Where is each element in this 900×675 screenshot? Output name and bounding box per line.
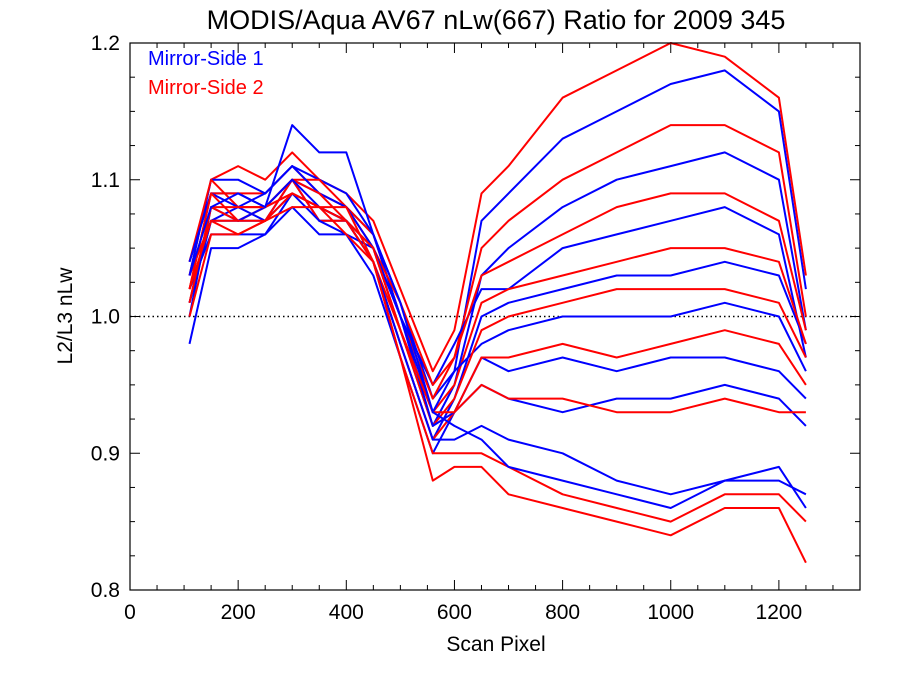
legend-entry-mirror-side-2: Mirror-Side 2 [148,77,264,99]
y-tick-label: 1.1 [91,169,120,192]
y-tick-label: 1.2 [91,32,120,55]
y-tick-label: 0.8 [91,579,120,602]
plot-frame [129,42,861,591]
series-line-mirror-side-2 [188,192,807,564]
legend-entry-mirror-side-1: Mirror-Side 1 [148,48,264,70]
x-tick-label: 800 [545,601,580,624]
x-tick-label: 400 [329,601,364,624]
y-axis-label: L2/L3 nLw [54,267,77,365]
x-tick-label: 600 [437,601,472,624]
tick-labels: 0 200 400 600 800 1000 1200 0.8 0.9 1.0 1.1 1.2 [91,32,802,624]
series-group [188,42,807,564]
chart-title: MODIS/Aqua AV67 nLw(667) Ratio for 2009 … [207,5,786,35]
y-tick-label: 0.9 [91,442,120,465]
series-line-mirror-side-1 [188,124,807,509]
y-tick-label: 1.0 [91,306,120,329]
x-tick-label: 0 [124,601,136,624]
x-tick-label: 200 [221,601,256,624]
x-axis-label: Scan Pixel [446,633,545,656]
series-line-mirror-side-1 [188,165,807,427]
x-tick-label: 1200 [756,601,803,624]
x-tick-label: 1000 [647,601,694,624]
